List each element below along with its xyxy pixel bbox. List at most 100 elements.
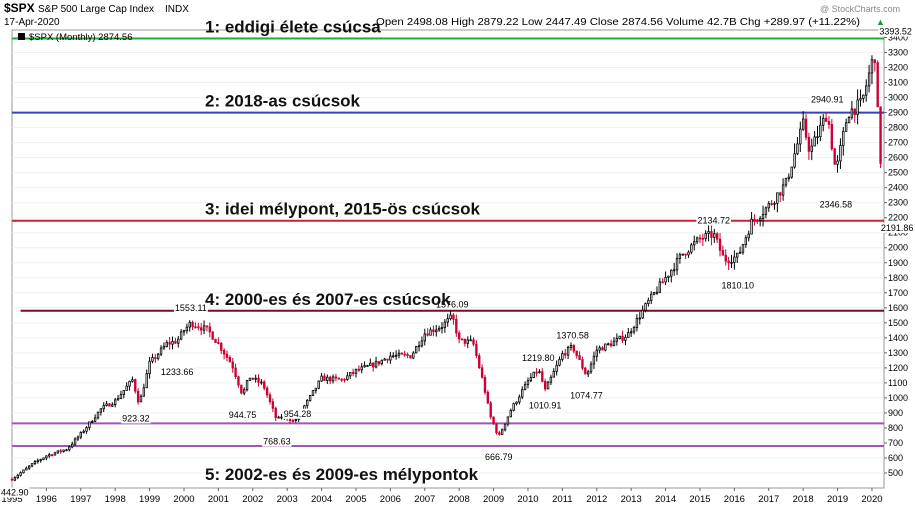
candle-body — [736, 252, 739, 258]
candle-body — [713, 233, 716, 238]
candle-body — [546, 381, 550, 390]
candle-body — [747, 233, 750, 239]
x-tick-label: 2015 — [689, 494, 710, 505]
candle-body — [455, 318, 458, 334]
candle-body — [294, 419, 297, 421]
candle-body — [816, 136, 819, 139]
candle-body — [240, 384, 243, 394]
y-tick-label: 2600 — [888, 153, 908, 163]
candle-body — [171, 340, 174, 345]
candle-body — [306, 399, 309, 407]
price-annotation: 768.63 — [263, 437, 291, 447]
candle-body — [776, 192, 779, 204]
candle-body — [366, 365, 369, 367]
x-tick-label: 2010 — [517, 494, 538, 505]
annotation-bg — [527, 400, 563, 411]
x-tick-label: 2009 — [483, 494, 504, 505]
candle-body — [111, 404, 114, 407]
candle-body — [280, 416, 283, 419]
x-tick-label: 2007 — [414, 494, 435, 505]
candle-body — [463, 338, 467, 344]
x-tick-label: 2012 — [586, 494, 607, 505]
x-tick-label: 2013 — [621, 494, 642, 505]
candle-body — [853, 108, 856, 116]
y-tick-label: 2500 — [888, 168, 908, 178]
candle-body — [277, 416, 280, 419]
candle-body — [607, 343, 610, 346]
candle-body — [715, 233, 719, 240]
candle-body — [33, 461, 37, 465]
y-tick-label: 1100 — [888, 378, 907, 388]
candle-body — [13, 477, 17, 481]
y-tick-label: 3400 — [888, 33, 908, 43]
candle-body — [108, 403, 111, 407]
annotation-bg — [483, 451, 514, 462]
candle-body — [647, 299, 650, 304]
candle-body — [96, 411, 100, 419]
candle-body — [134, 379, 137, 392]
candle-body — [56, 450, 60, 454]
candle-body — [363, 365, 366, 368]
candle-body — [265, 387, 269, 396]
y-tick-label: 2200 — [888, 213, 908, 223]
candle-body — [320, 375, 323, 382]
x-tick-label: 1996 — [36, 494, 57, 505]
candle-body — [529, 377, 533, 382]
annotation-bg — [878, 26, 913, 37]
price-annotation: 2191.86 — [881, 223, 914, 233]
candle-body — [406, 354, 409, 356]
candle-body — [469, 339, 472, 342]
candle-body — [724, 254, 727, 262]
annotation-bg — [121, 413, 151, 424]
candle-body — [357, 368, 361, 371]
candle-body — [323, 375, 326, 381]
candle-body — [177, 338, 180, 344]
x-tick-label: 2018 — [793, 494, 814, 505]
line-labels: 1: eddigi élete csúcsa 2: 2018-as csúcsok… — [205, 17, 480, 483]
candle-body — [260, 381, 263, 384]
candle-body — [354, 368, 358, 374]
watermark: @ StockCharts.com — [820, 4, 900, 14]
candle-body — [165, 342, 168, 347]
candle-body — [88, 421, 91, 428]
price-annotation: 2346.58 — [820, 200, 853, 210]
candle-body — [586, 371, 590, 375]
candle-body — [506, 416, 510, 425]
candle-body — [635, 317, 639, 328]
candle-body — [214, 338, 217, 343]
candle-body — [704, 233, 707, 240]
candle-body — [503, 423, 507, 431]
candle-body — [624, 337, 627, 341]
x-tick-label: 2004 — [311, 494, 332, 505]
candle-body — [251, 377, 254, 380]
candle-body — [429, 329, 432, 336]
y-tick-label: 1800 — [888, 273, 908, 283]
legend-label: $SPX (Monthly) 2874.56 — [29, 32, 133, 43]
candle-body — [16, 474, 19, 479]
y-tick-label: 3200 — [888, 63, 908, 73]
candle-body — [314, 387, 318, 391]
candle-body — [865, 85, 868, 96]
price-annotation: 2940.91 — [811, 94, 844, 104]
candle-body — [119, 394, 123, 399]
candle-body — [612, 340, 616, 347]
candle-body — [535, 371, 538, 374]
candle-body — [437, 327, 441, 331]
candle-body — [291, 420, 295, 422]
candle-body — [867, 72, 871, 87]
candle-body — [695, 237, 699, 243]
candle-body — [228, 357, 232, 363]
candle-body — [36, 460, 39, 463]
candle-body — [68, 446, 71, 451]
price-annotation: 1074.77 — [570, 391, 603, 401]
candle-body — [632, 327, 636, 333]
candle-body — [644, 303, 647, 311]
candle-body — [621, 335, 624, 341]
candle-body — [151, 357, 154, 362]
candle-body — [498, 432, 501, 435]
candle-body — [862, 94, 865, 99]
x-tick-label: 2000 — [173, 494, 194, 505]
candle-body — [208, 326, 211, 333]
candle-body — [200, 327, 203, 331]
